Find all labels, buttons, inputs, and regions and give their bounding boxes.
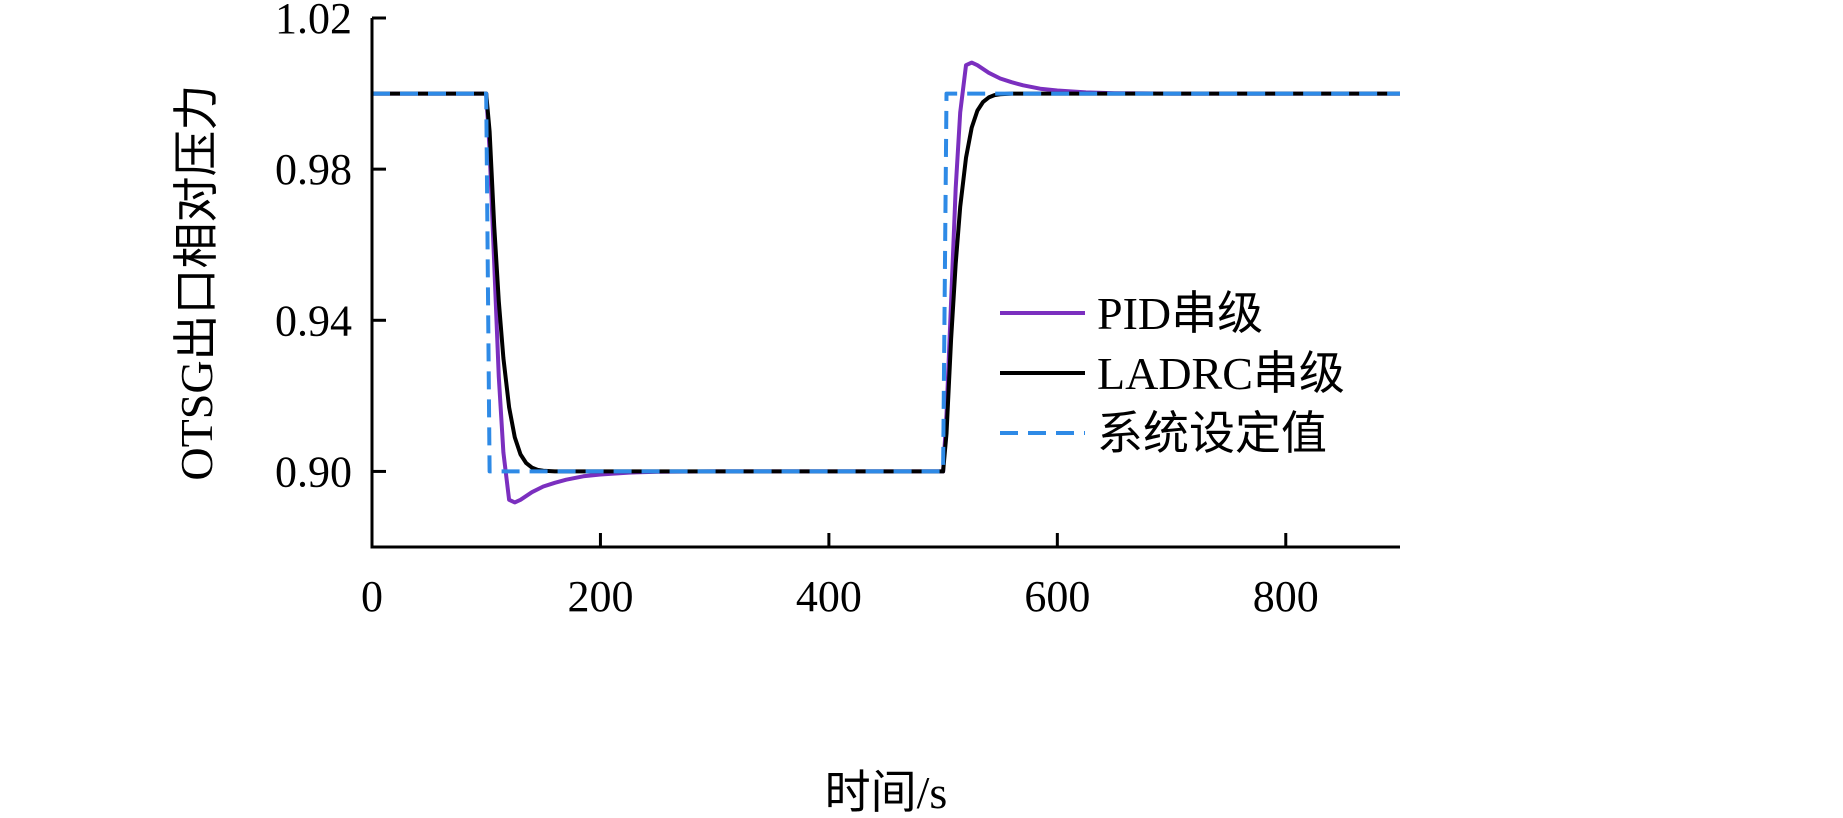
legend-label-0: PID串级	[1097, 288, 1263, 339]
series-line-2	[372, 91, 1400, 474]
legend-label-2: 系统设定值	[1097, 408, 1327, 459]
x-axis-title: 时间/s	[825, 767, 948, 818]
y-tick-label: 0.98	[275, 145, 352, 194]
plot-lines	[372, 60, 1400, 505]
y-tick-label: 1.02	[275, 0, 352, 43]
y-tick-label: 0.94	[275, 296, 352, 345]
legend-label-1: LADRC串级	[1097, 348, 1345, 399]
x-tick-label: 600	[1024, 572, 1090, 621]
x-tick-label: 800	[1253, 572, 1319, 621]
y-axis-title: OTSG出口相对压力	[171, 84, 222, 480]
y-tick-label: 0.90	[275, 447, 352, 496]
x-tick-label: 400	[796, 572, 862, 621]
x-tick-label: 200	[567, 572, 633, 621]
x-ticks: 0 200 400 600 800	[361, 533, 1319, 621]
x-tick-label: 0	[361, 572, 383, 621]
y-ticks: 0.90 0.94 0.98 1.02	[275, 0, 386, 496]
